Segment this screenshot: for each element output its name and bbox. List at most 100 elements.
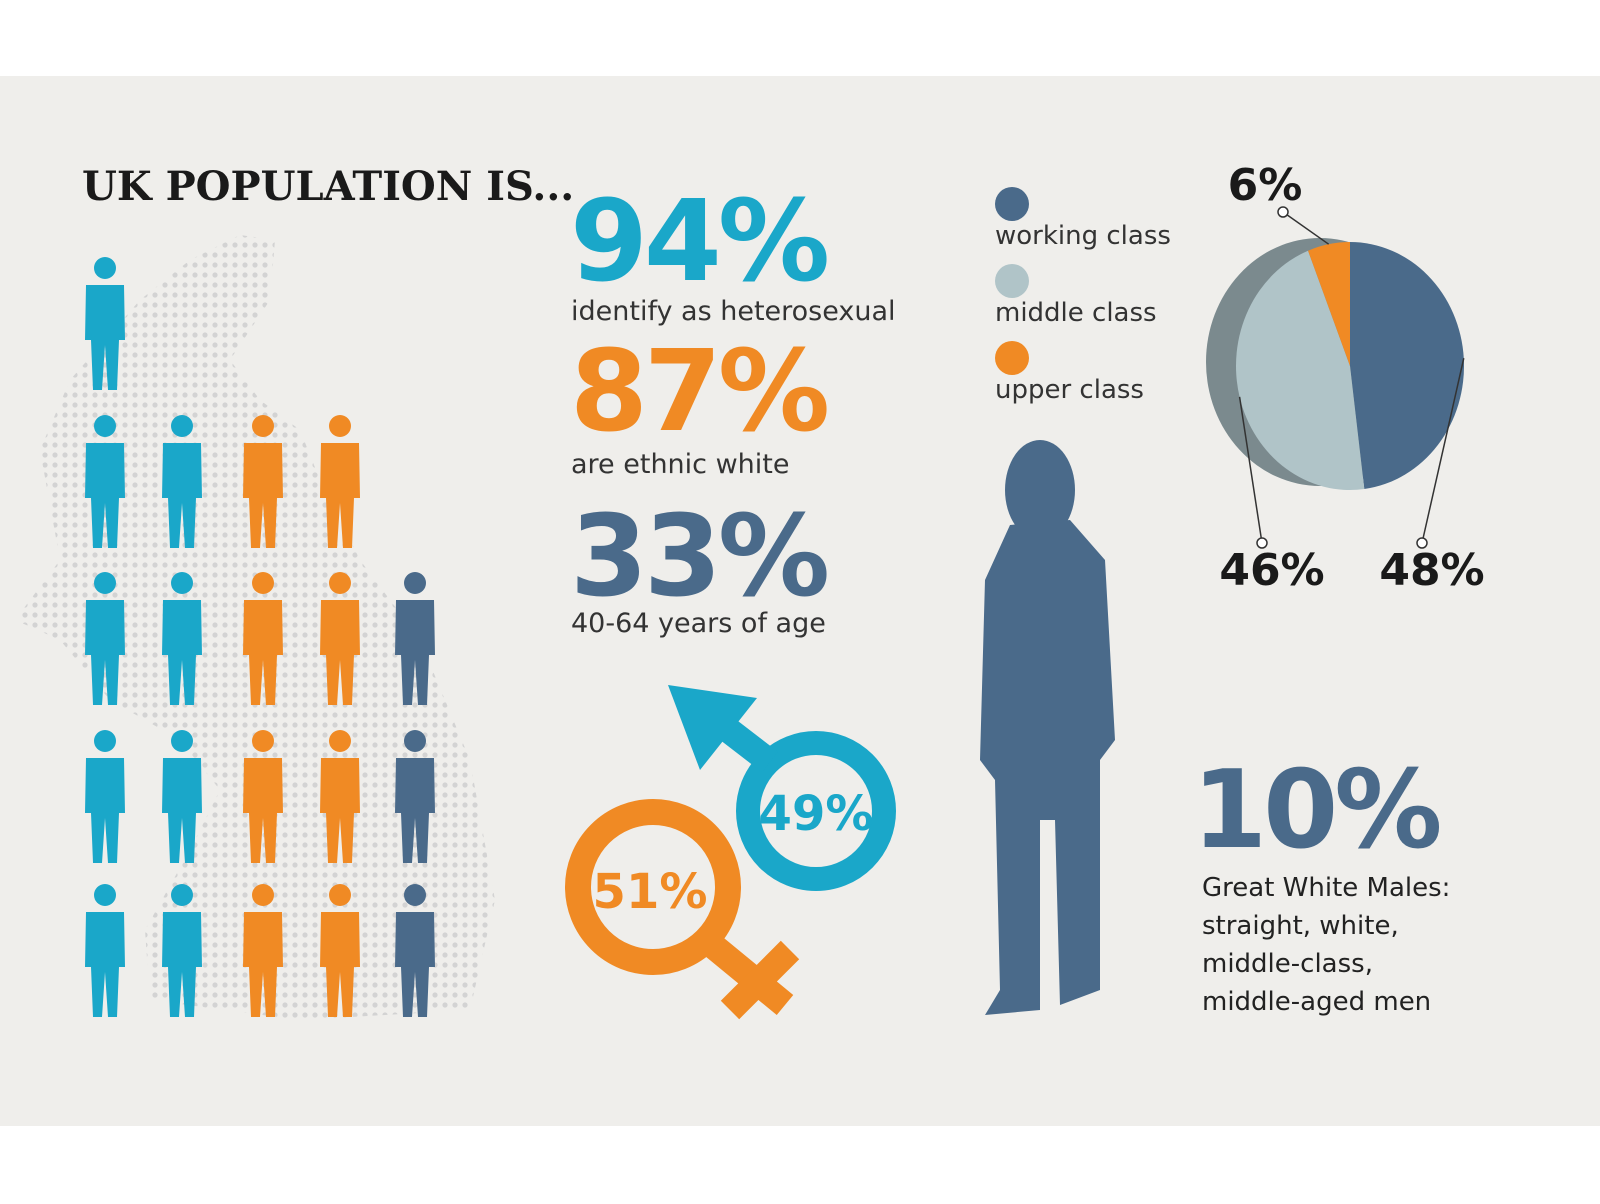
person-head <box>171 730 193 752</box>
person-icon <box>320 884 360 1017</box>
caption-line: middle-aged men <box>1202 987 1431 1017</box>
leader-dot <box>1277 206 1289 218</box>
person-body <box>320 600 360 705</box>
leader-dot <box>1416 537 1428 549</box>
stat-value: 87% <box>570 327 827 457</box>
pie-value-label: 46% <box>1219 545 1324 596</box>
legend-swatch <box>995 187 1029 221</box>
person-body <box>395 758 435 863</box>
person-head <box>404 884 426 906</box>
male-share: 49% <box>759 786 874 842</box>
person-head <box>171 572 193 594</box>
person-body <box>243 758 283 863</box>
person-icon <box>320 415 360 548</box>
person-body <box>85 600 125 705</box>
person-head <box>329 572 351 594</box>
female-share: 51% <box>593 864 708 920</box>
leader-line <box>1282 211 1330 245</box>
pie-slice <box>1308 242 1350 366</box>
leader-line <box>1421 358 1465 544</box>
person-body <box>320 758 360 863</box>
person-icon <box>320 572 360 705</box>
man-silhouette <box>980 440 1115 1015</box>
leader-line <box>1238 396 1263 544</box>
legend-swatch <box>995 341 1029 375</box>
person-body <box>395 600 435 705</box>
person-icon <box>85 730 125 863</box>
people-grid <box>85 257 435 1017</box>
highlight-caption: Great White Males: straight, white, middle… <box>1202 873 1450 1017</box>
person-icon <box>395 884 435 1017</box>
person-body <box>243 600 283 705</box>
legend-swatch <box>995 264 1029 298</box>
pie-chart: 48% 46% 6% working class middle class upper c… <box>995 160 1485 596</box>
person-body <box>162 758 202 863</box>
legend-label: upper class <box>995 375 1144 405</box>
person-icon <box>395 730 435 863</box>
person-head <box>171 884 193 906</box>
person-body <box>162 912 202 1017</box>
pie-value-label: 48% <box>1379 545 1484 596</box>
legend-label: middle class <box>995 298 1157 328</box>
stat-value: 94% <box>570 177 827 307</box>
person-head <box>329 415 351 437</box>
stat-label: are ethnic white <box>571 449 790 480</box>
caption-line: straight, white, <box>1202 911 1399 941</box>
person-body <box>85 758 125 863</box>
person-body <box>320 912 360 1017</box>
person-head <box>94 572 116 594</box>
male-symbol <box>668 685 896 891</box>
person-icon <box>243 884 283 1017</box>
person-icon <box>85 884 125 1017</box>
caption-line: Great White Males: <box>1202 873 1450 903</box>
person-head <box>94 257 116 279</box>
person-head <box>94 415 116 437</box>
person-head <box>171 415 193 437</box>
person-body <box>162 600 202 705</box>
person-body <box>320 443 360 548</box>
pie-slice <box>1236 250 1365 490</box>
highlight-value: 10% <box>1192 748 1439 873</box>
person-head <box>252 415 274 437</box>
person-icon <box>243 572 283 705</box>
person-icon <box>320 730 360 863</box>
person-body <box>243 912 283 1017</box>
person-head <box>404 730 426 752</box>
person-body <box>85 912 125 1017</box>
person-icon <box>162 572 202 705</box>
stat-label: identify as heterosexual <box>571 296 896 327</box>
person-body <box>85 443 125 548</box>
legend-label: working class <box>995 221 1171 251</box>
stat-label: 40-64 years of age <box>571 608 826 639</box>
person-icon <box>85 415 125 548</box>
pie-value-label: 6% <box>1228 160 1303 211</box>
title: UK POPULATION IS... <box>82 163 574 210</box>
person-head <box>252 730 274 752</box>
stat-value: 33% <box>570 492 827 622</box>
person-head <box>252 572 274 594</box>
person-head <box>329 730 351 752</box>
pie-slice <box>1350 242 1465 490</box>
person-body <box>162 443 202 548</box>
person-icon <box>162 884 202 1017</box>
caption-line: middle-class, <box>1202 949 1373 979</box>
person-icon <box>243 730 283 863</box>
person-icon <box>395 572 435 705</box>
person-icon <box>243 415 283 548</box>
person-body <box>243 443 283 548</box>
person-icon <box>162 415 202 548</box>
person-head <box>329 884 351 906</box>
person-icon <box>162 730 202 863</box>
person-icon <box>85 257 125 390</box>
leader-dot <box>1256 537 1268 549</box>
person-body <box>395 912 435 1017</box>
person-icon <box>85 572 125 705</box>
person-head <box>94 730 116 752</box>
person-head <box>404 572 426 594</box>
person-body <box>85 285 125 390</box>
person-head <box>252 884 274 906</box>
female-symbol <box>565 799 800 1020</box>
person-head <box>94 884 116 906</box>
